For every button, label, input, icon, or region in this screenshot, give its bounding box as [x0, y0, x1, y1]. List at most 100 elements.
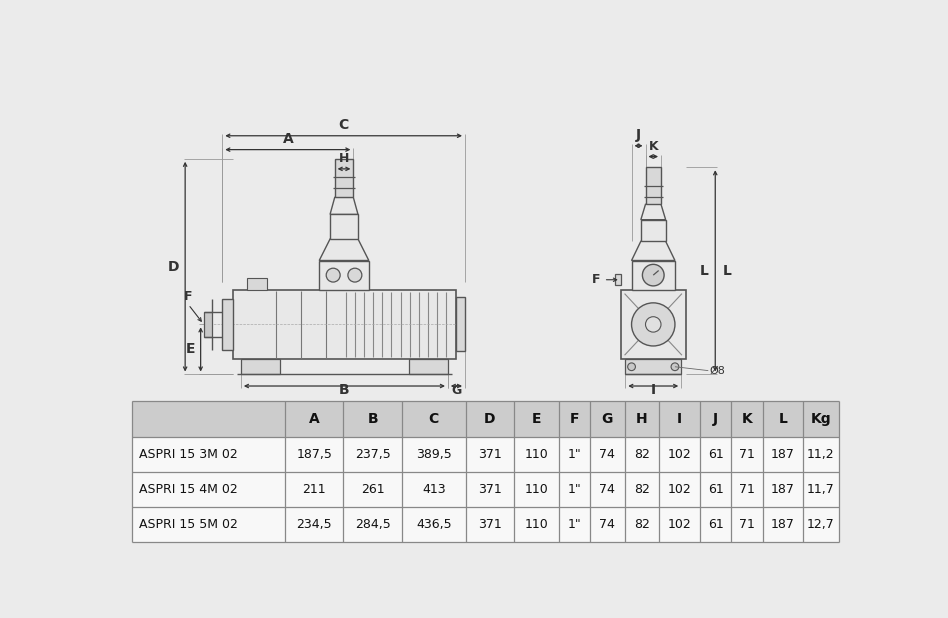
Circle shape — [631, 303, 675, 346]
Text: 71: 71 — [739, 483, 756, 496]
Text: A: A — [309, 412, 319, 426]
Text: 74: 74 — [599, 483, 615, 496]
Bar — [133, 472, 839, 507]
Text: 110: 110 — [524, 519, 548, 531]
Text: 234,5: 234,5 — [297, 519, 332, 531]
Text: 187: 187 — [771, 483, 794, 496]
Bar — [614, 274, 621, 285]
Bar — [133, 402, 839, 437]
Text: 436,5: 436,5 — [416, 519, 451, 531]
Text: 261: 261 — [361, 483, 385, 496]
Bar — [133, 437, 839, 472]
Bar — [223, 299, 233, 350]
Text: E: E — [186, 342, 195, 357]
Bar — [641, 219, 665, 241]
Bar — [247, 278, 266, 290]
Text: J: J — [713, 412, 719, 426]
Polygon shape — [631, 241, 675, 261]
Text: 11,2: 11,2 — [807, 448, 835, 461]
Text: 11,7: 11,7 — [807, 483, 835, 496]
Text: F: F — [570, 412, 579, 426]
Text: 102: 102 — [667, 448, 691, 461]
Text: 211: 211 — [302, 483, 326, 496]
Text: I: I — [650, 383, 656, 397]
Text: 1": 1" — [568, 448, 581, 461]
Text: K: K — [648, 140, 658, 153]
Circle shape — [326, 268, 340, 282]
Text: ASPRI 15 4M 02: ASPRI 15 4M 02 — [138, 483, 237, 496]
Text: 371: 371 — [478, 519, 501, 531]
Text: B: B — [339, 383, 350, 397]
Circle shape — [646, 316, 661, 332]
Text: J: J — [636, 128, 641, 142]
Text: 110: 110 — [524, 483, 548, 496]
Bar — [330, 214, 358, 239]
Text: 1": 1" — [568, 519, 581, 531]
Text: C: C — [428, 412, 439, 426]
Bar — [241, 359, 280, 375]
Text: H: H — [636, 412, 647, 426]
Text: 82: 82 — [634, 448, 650, 461]
Text: 71: 71 — [739, 448, 756, 461]
Text: E: E — [532, 412, 541, 426]
Circle shape — [628, 363, 635, 371]
Text: 284,5: 284,5 — [355, 519, 391, 531]
Bar — [631, 261, 675, 290]
Text: 413: 413 — [422, 483, 446, 496]
Text: 102: 102 — [667, 519, 691, 531]
Circle shape — [643, 265, 665, 286]
Bar — [621, 290, 685, 359]
Text: 237,5: 237,5 — [355, 448, 391, 461]
Text: 110: 110 — [524, 448, 548, 461]
Text: G: G — [602, 412, 613, 426]
Bar — [410, 359, 447, 375]
Text: 389,5: 389,5 — [416, 448, 451, 461]
Text: H: H — [338, 152, 349, 165]
Text: Ø8: Ø8 — [709, 366, 725, 376]
Text: 71: 71 — [739, 519, 756, 531]
Text: ASPRI 15 5M 02: ASPRI 15 5M 02 — [138, 519, 238, 531]
Text: D: D — [483, 412, 496, 426]
Text: Kg: Kg — [811, 412, 831, 426]
Text: B: B — [368, 412, 378, 426]
Circle shape — [671, 363, 679, 371]
Text: F: F — [592, 273, 600, 286]
Text: L: L — [723, 264, 732, 278]
Text: 371: 371 — [478, 448, 501, 461]
Text: 12,7: 12,7 — [807, 519, 835, 531]
Circle shape — [348, 268, 362, 282]
Text: 82: 82 — [634, 483, 650, 496]
Polygon shape — [330, 197, 358, 214]
Text: 187: 187 — [771, 448, 794, 461]
Text: 371: 371 — [478, 483, 501, 496]
Bar — [335, 159, 354, 197]
Bar — [626, 359, 682, 375]
Text: 187: 187 — [771, 519, 794, 531]
Text: 1": 1" — [568, 483, 581, 496]
Text: I: I — [677, 412, 683, 426]
Text: 61: 61 — [708, 483, 723, 496]
Text: A: A — [283, 132, 293, 146]
Text: 74: 74 — [599, 519, 615, 531]
Bar — [319, 261, 369, 290]
Text: 61: 61 — [708, 448, 723, 461]
Text: 187,5: 187,5 — [297, 448, 332, 461]
Bar — [133, 507, 839, 543]
Polygon shape — [319, 239, 369, 261]
Text: 74: 74 — [599, 448, 615, 461]
Text: L: L — [701, 264, 709, 278]
Text: K: K — [742, 412, 753, 426]
Text: 82: 82 — [634, 519, 650, 531]
Text: C: C — [338, 118, 349, 132]
Bar — [233, 290, 456, 359]
Text: G: G — [451, 384, 462, 397]
Bar — [456, 297, 465, 352]
Polygon shape — [641, 205, 665, 219]
Text: L: L — [778, 412, 787, 426]
Text: 102: 102 — [667, 483, 691, 496]
Text: 61: 61 — [708, 519, 723, 531]
Text: ASPRI 15 3M 02: ASPRI 15 3M 02 — [138, 448, 237, 461]
Bar — [646, 167, 661, 205]
Text: F: F — [184, 290, 192, 303]
Text: D: D — [168, 260, 180, 274]
